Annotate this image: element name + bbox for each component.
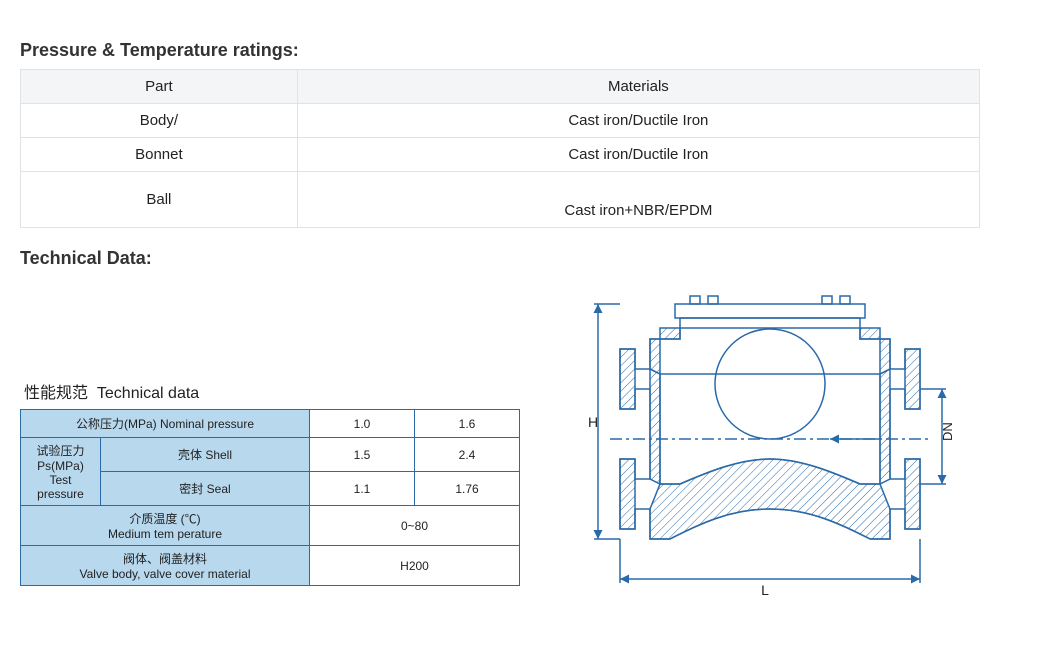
body-cover-label: 阀体、阀盖材料 Valve body, valve cover material bbox=[21, 546, 310, 586]
seal-val-2: 1.76 bbox=[415, 472, 520, 506]
col-header-materials: Materials bbox=[297, 70, 979, 104]
cell-part: Ball bbox=[21, 172, 298, 228]
table-row: Bonnet Cast iron/Ductile Iron bbox=[21, 138, 980, 172]
techdata-subtitle: 性能规范 Technical data bbox=[20, 379, 540, 403]
col-header-part: Part bbox=[21, 70, 298, 104]
table-row: Ball Cast iron+NBR/EPDM bbox=[21, 172, 980, 228]
cell-material: Cast iron+NBR/EPDM bbox=[297, 172, 979, 228]
seal-label: 密封 Seal bbox=[101, 472, 310, 506]
medium-temp-val: 0~80 bbox=[310, 506, 520, 546]
cell-part: Body/ bbox=[21, 104, 298, 138]
seal-val-1: 1.1 bbox=[310, 472, 415, 506]
materials-table: Part Materials Body/ Cast iron/Ductile I… bbox=[20, 69, 980, 228]
cell-material: Cast iron/Ductile Iron bbox=[297, 138, 979, 172]
dim-label-l: L bbox=[761, 582, 769, 598]
table-row: 试验压力 Ps(MPa) Test pressure 壳体 Shell 1.5 … bbox=[21, 438, 520, 472]
ratings-heading: Pressure & Temperature ratings: bbox=[20, 40, 1040, 61]
cell-material: Cast iron/Ductile Iron bbox=[297, 104, 979, 138]
nominal-pressure-val-2: 1.6 bbox=[415, 410, 520, 438]
table-row: 公称压力(MPa) Nominal pressure 1.0 1.6 bbox=[21, 410, 520, 438]
test-pressure-group-label: 试验压力 Ps(MPa) Test pressure bbox=[21, 438, 101, 506]
shell-label: 壳体 Shell bbox=[101, 438, 310, 472]
dim-label-dn: DN bbox=[940, 422, 955, 441]
table-row: 介质温度 (℃) Medium tem perature 0~80 bbox=[21, 506, 520, 546]
valve-cross-section-diagram: H L DN bbox=[580, 279, 960, 609]
cell-part: Bonnet bbox=[21, 138, 298, 172]
table-row: Part Materials bbox=[21, 70, 980, 104]
dim-label-h: H bbox=[588, 414, 598, 430]
techdata-title-en: Technical data bbox=[97, 385, 199, 402]
nominal-pressure-val-1: 1.0 bbox=[310, 410, 415, 438]
technical-data-table: 公称压力(MPa) Nominal pressure 1.0 1.6 试验压力 … bbox=[20, 409, 520, 586]
medium-temp-label: 介质温度 (℃) Medium tem perature bbox=[21, 506, 310, 546]
body-cover-val: H200 bbox=[310, 546, 520, 586]
nominal-pressure-label: 公称压力(MPa) Nominal pressure bbox=[21, 410, 310, 438]
shell-val-2: 2.4 bbox=[415, 438, 520, 472]
shell-val-1: 1.5 bbox=[310, 438, 415, 472]
techdata-title-cn: 性能规范 bbox=[24, 385, 88, 402]
table-row: 阀体、阀盖材料 Valve body, valve cover material… bbox=[21, 546, 520, 586]
table-row: Body/ Cast iron/Ductile Iron bbox=[21, 104, 980, 138]
techdata-heading: Technical Data: bbox=[20, 248, 1040, 269]
